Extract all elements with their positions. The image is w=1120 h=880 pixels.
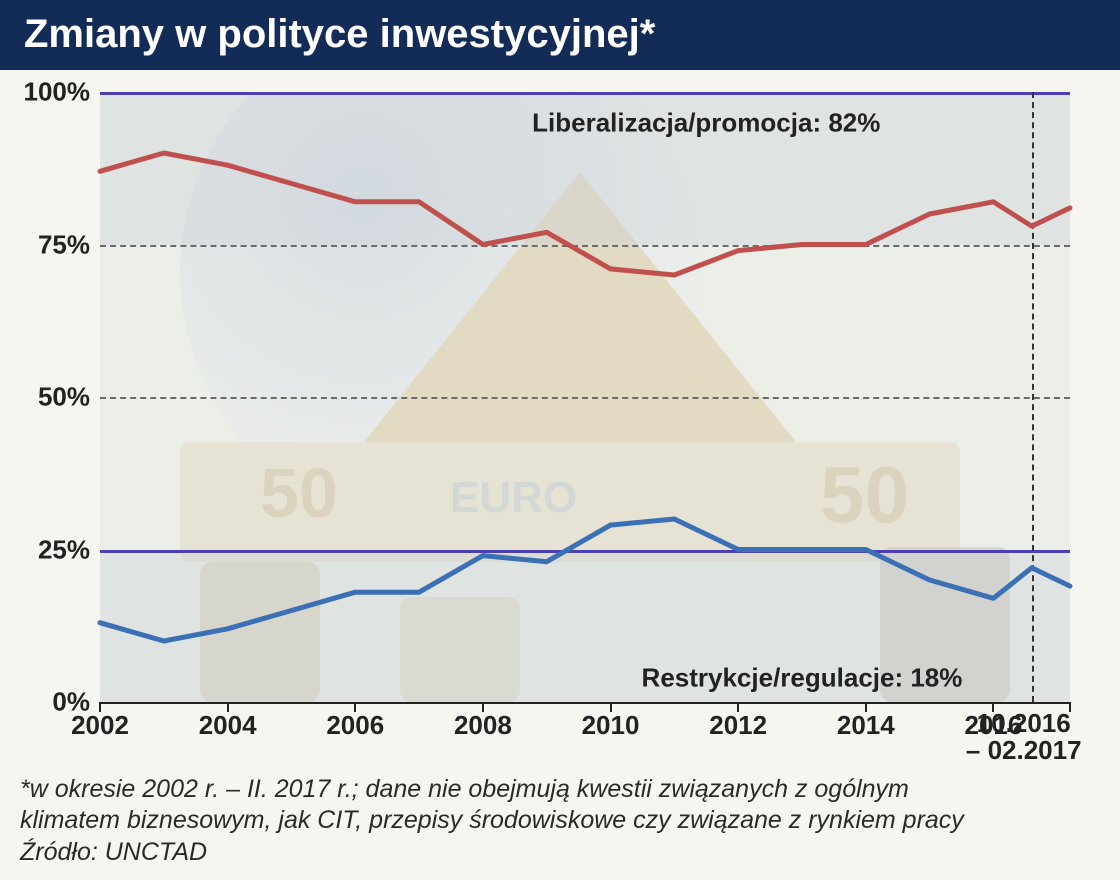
x-tick [227, 702, 229, 712]
y-tick-label: 75% [38, 229, 90, 260]
x-tick [865, 702, 867, 712]
footnote-source: Źródło: UNCTAD [20, 837, 1100, 868]
chart-area: 50 EURO 50 Liberalizacja/promocja: 82%Re… [0, 74, 1120, 880]
footnote-line2: klimatem biznesowym, jak CIT, przepisy ś… [20, 805, 1100, 836]
plot-area: 50 EURO 50 Liberalizacja/promocja: 82%Re… [100, 92, 1070, 702]
x-tick-label: 2014 [837, 710, 895, 741]
line-series-svg [100, 92, 1070, 702]
x-tick [354, 702, 356, 712]
footnote-line1: *w okresie 2002 r. – II. 2017 r.; dane n… [20, 774, 1100, 805]
series-label: Restrykcje/regulacje: 18% [642, 662, 963, 693]
x-tick-label: 2004 [199, 710, 257, 741]
x-tick [482, 702, 484, 712]
x-tick [1069, 702, 1071, 712]
series-line [100, 519, 1070, 641]
x-tick [610, 702, 612, 712]
y-tick-label: 100% [24, 77, 91, 108]
x-tick-label: 2008 [454, 710, 512, 741]
page: Zmiany w polityce inwestycyjnej* 50 EURO… [0, 0, 1120, 880]
y-tick-label: 50% [38, 382, 90, 413]
x-tick-label: 2002 [71, 710, 129, 741]
x-tick-label: 2006 [326, 710, 384, 741]
y-tick-label: 25% [38, 534, 90, 565]
series-label: Liberalizacja/promocja: 82% [532, 107, 880, 138]
x-tick-label: 10.2016– 02.2017 [966, 710, 1082, 765]
chart-title: Zmiany w polityce inwestycyjnej* [0, 0, 1120, 70]
series-line [100, 153, 1070, 275]
footnote: *w okresie 2002 r. – II. 2017 r.; dane n… [20, 774, 1100, 868]
x-tick [99, 702, 101, 712]
x-tick-label: 2010 [582, 710, 640, 741]
x-tick [737, 702, 739, 712]
x-tick-label: 2012 [709, 710, 767, 741]
x-axis [100, 702, 1070, 704]
